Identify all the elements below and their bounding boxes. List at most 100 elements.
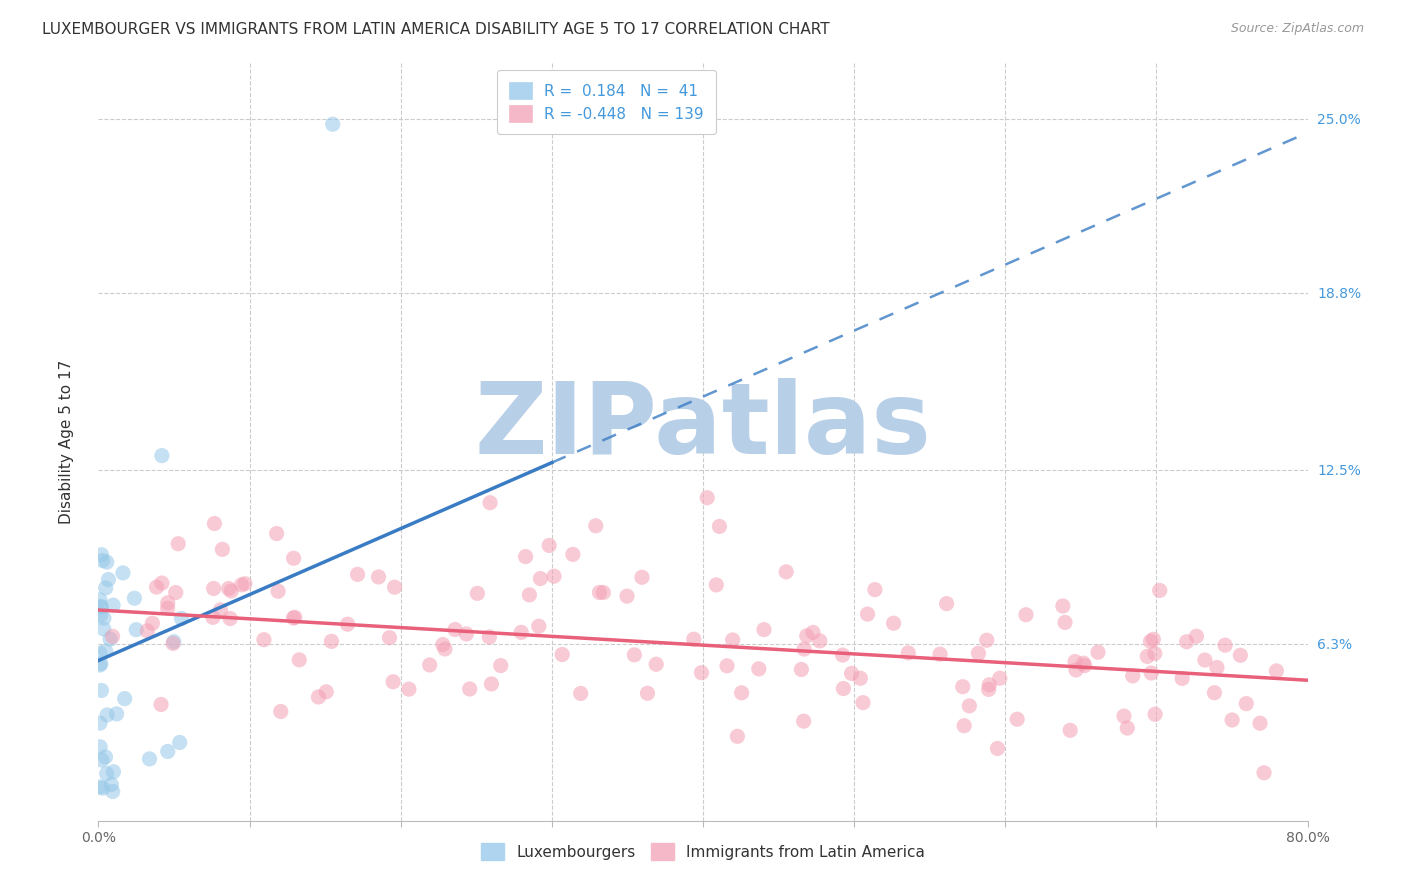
- Point: [336, 617, 359, 632]
- Point: [156, 744, 179, 758]
- Point: [90, 599, 112, 614]
- Point: [1143, 647, 1166, 661]
- Point: [233, 576, 256, 591]
- Point: [167, 537, 190, 551]
- Point: [94, 750, 117, 764]
- Point: [231, 578, 253, 592]
- Point: [856, 607, 879, 621]
- Point: [1144, 707, 1167, 722]
- Point: [322, 117, 344, 131]
- Point: [1015, 607, 1038, 622]
- Point: [1149, 583, 1171, 598]
- Point: [1185, 629, 1208, 643]
- Point: [93, 611, 115, 625]
- Point: [288, 653, 311, 667]
- Point: [478, 630, 501, 644]
- Point: [156, 601, 179, 615]
- Point: [96, 707, 118, 722]
- Point: [519, 588, 541, 602]
- Point: [1112, 709, 1135, 723]
- Point: [321, 634, 343, 648]
- Point: [315, 685, 337, 699]
- Point: [170, 611, 193, 625]
- Point: [96, 555, 118, 569]
- Point: [346, 567, 368, 582]
- Point: [96, 766, 118, 780]
- Point: [419, 657, 441, 672]
- Point: [775, 565, 797, 579]
- Point: [209, 603, 232, 617]
- Point: [863, 582, 886, 597]
- Point: [1073, 656, 1095, 670]
- Point: [253, 632, 276, 647]
- Point: [1136, 649, 1159, 664]
- Point: [114, 691, 136, 706]
- Point: [1213, 638, 1236, 652]
- Point: [90, 683, 112, 698]
- Point: [704, 578, 727, 592]
- Point: [138, 752, 160, 766]
- Point: [967, 646, 990, 660]
- Point: [101, 598, 124, 612]
- Point: [1087, 645, 1109, 659]
- Point: [849, 671, 872, 685]
- Point: [748, 662, 770, 676]
- Point: [623, 648, 645, 662]
- Text: Source: ZipAtlas.com: Source: ZipAtlas.com: [1230, 22, 1364, 36]
- Legend: Luxembourgers, Immigrants from Latin America: Luxembourgers, Immigrants from Latin Ame…: [475, 838, 931, 866]
- Point: [952, 680, 974, 694]
- Point: [150, 449, 173, 463]
- Point: [682, 632, 704, 647]
- Point: [631, 570, 654, 584]
- Point: [211, 542, 233, 557]
- Point: [111, 566, 134, 580]
- Point: [456, 627, 478, 641]
- Point: [988, 671, 1011, 685]
- Point: [929, 647, 952, 661]
- Point: [163, 634, 186, 648]
- Point: [202, 582, 225, 596]
- Point: [378, 631, 401, 645]
- Point: [89, 716, 111, 731]
- Point: [696, 491, 718, 505]
- Point: [831, 648, 853, 662]
- Point: [1249, 716, 1271, 731]
- Point: [561, 548, 583, 562]
- Point: [538, 538, 561, 552]
- Point: [219, 584, 242, 599]
- Point: [616, 589, 638, 603]
- Point: [730, 686, 752, 700]
- Point: [103, 764, 125, 779]
- Point: [709, 519, 731, 533]
- Point: [90, 607, 112, 622]
- Point: [1005, 712, 1028, 726]
- Point: [89, 739, 111, 754]
- Point: [94, 644, 117, 658]
- Point: [588, 585, 610, 599]
- Point: [569, 686, 592, 700]
- Point: [977, 682, 1000, 697]
- Point: [832, 681, 855, 696]
- Point: [458, 681, 481, 696]
- Point: [169, 735, 191, 749]
- Point: [725, 729, 748, 743]
- Point: [398, 682, 420, 697]
- Point: [1139, 634, 1161, 648]
- Point: [1052, 599, 1074, 613]
- Point: [89, 658, 111, 673]
- Point: [90, 548, 112, 562]
- Point: [90, 657, 112, 671]
- Text: ZIPatlas: ZIPatlas: [475, 378, 931, 475]
- Point: [93, 622, 115, 636]
- Point: [527, 619, 550, 633]
- Point: [100, 778, 122, 792]
- Point: [89, 646, 111, 660]
- Point: [165, 585, 187, 599]
- Point: [89, 780, 111, 794]
- Point: [479, 496, 502, 510]
- Point: [432, 638, 454, 652]
- Point: [145, 580, 167, 594]
- Point: [162, 636, 184, 650]
- Point: [367, 570, 389, 584]
- Point: [953, 719, 976, 733]
